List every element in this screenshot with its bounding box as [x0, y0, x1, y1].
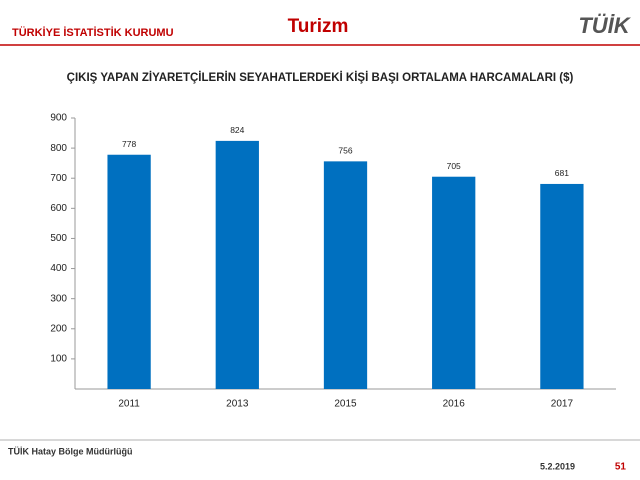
data-label: 756 — [338, 146, 352, 156]
x-tick-label: 2015 — [334, 399, 357, 410]
org-name: TÜRKİYE İSTATİSTİK KURUMU — [12, 26, 174, 39]
bar — [323, 161, 368, 389]
x-tick-label: 2013 — [226, 399, 249, 410]
y-tick-label: 900 — [50, 113, 67, 124]
y-tick-label: 600 — [50, 203, 67, 214]
office: TÜİK Hatay Bölge Müdürlüğü — [8, 446, 133, 456]
date: 5.2.2019 — [540, 461, 575, 471]
data-label: 681 — [555, 168, 569, 178]
x-tick-label: 2016 — [443, 399, 466, 410]
page-number: 51 — [615, 462, 627, 473]
y-tick-label: 200 — [50, 323, 67, 334]
chart-title: ÇIKIŞ YAPAN ZİYARETÇİLERİN SEYAHATLERDEK… — [67, 71, 574, 84]
y-tick-label: 500 — [50, 233, 67, 244]
bar — [432, 176, 476, 389]
bar — [107, 154, 151, 389]
y-tick-label: 700 — [50, 173, 67, 184]
data-label: 778 — [122, 139, 136, 149]
y-tick-label: 300 — [50, 293, 67, 304]
logo: TÜİK — [578, 13, 631, 38]
y-tick-label: 100 — [50, 354, 67, 365]
y-tick-label: 800 — [50, 143, 67, 154]
bar — [215, 140, 259, 389]
data-label: 824 — [230, 125, 244, 135]
topic: Turizm — [288, 16, 349, 37]
y-tick-label: 400 — [50, 263, 67, 274]
x-tick-label: 2017 — [551, 399, 574, 410]
x-tick-label: 2011 — [118, 399, 140, 410]
bar — [540, 183, 584, 389]
data-label: 705 — [447, 161, 461, 171]
